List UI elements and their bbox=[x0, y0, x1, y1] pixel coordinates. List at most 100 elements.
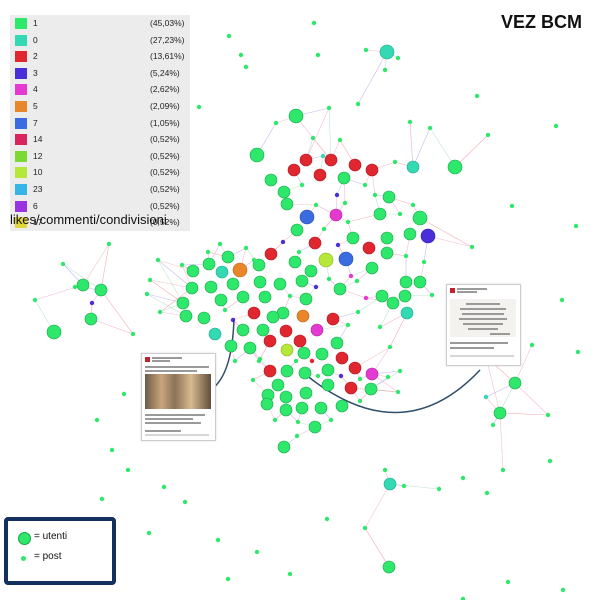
legend-percentage: (45,03%) bbox=[150, 18, 185, 28]
post-node bbox=[125, 467, 131, 473]
user-node bbox=[260, 397, 274, 411]
post-node bbox=[251, 257, 257, 263]
legend-percentage: (13,61%) bbox=[150, 51, 185, 62]
graph-edge bbox=[412, 127, 431, 168]
legend-label: 7 bbox=[33, 117, 38, 128]
legend-percentage: (0,52%) bbox=[150, 200, 180, 211]
key-users-label: = utenti bbox=[34, 531, 68, 542]
post-node bbox=[529, 342, 535, 348]
user-node bbox=[176, 296, 190, 310]
post-node bbox=[324, 516, 330, 522]
graph-edge bbox=[305, 107, 330, 161]
user-node bbox=[221, 250, 235, 264]
post-node bbox=[460, 475, 466, 481]
user-node bbox=[398, 289, 412, 303]
user-node bbox=[297, 346, 311, 360]
legend-swatch bbox=[15, 134, 27, 146]
post-text-line bbox=[450, 347, 494, 349]
post-node bbox=[293, 358, 299, 364]
graph-edge bbox=[157, 259, 193, 289]
graph-edge bbox=[82, 243, 110, 286]
post-node bbox=[326, 276, 332, 282]
user-node bbox=[318, 252, 334, 268]
post-node bbox=[232, 358, 238, 364]
legend-label: 12 bbox=[33, 150, 43, 161]
user-node bbox=[348, 361, 362, 375]
user-node bbox=[290, 223, 304, 237]
post-text-line bbox=[145, 434, 209, 436]
post-node bbox=[338, 373, 344, 379]
user-node bbox=[249, 147, 265, 163]
post-text-line bbox=[457, 288, 487, 290]
post-node bbox=[559, 297, 565, 303]
legend-percentage: (0,52%) bbox=[150, 134, 180, 145]
post-node bbox=[403, 253, 409, 259]
post-node bbox=[395, 55, 401, 61]
user-node bbox=[94, 283, 108, 297]
user-node bbox=[295, 274, 309, 288]
legend-item: 3 (5,24%) bbox=[10, 65, 190, 82]
graph-edge bbox=[328, 107, 332, 161]
user-node bbox=[329, 208, 343, 222]
graph-edge bbox=[146, 293, 187, 317]
legend-label: 10 bbox=[33, 167, 43, 178]
post-node-symbol bbox=[21, 556, 26, 561]
post-node bbox=[287, 293, 293, 299]
user-node bbox=[46, 324, 62, 340]
user-node bbox=[299, 386, 313, 400]
user-node bbox=[288, 108, 304, 124]
post-node bbox=[254, 549, 260, 555]
user-node bbox=[204, 280, 218, 294]
graph-edge bbox=[90, 318, 134, 335]
user-node bbox=[382, 190, 396, 204]
post-node bbox=[309, 358, 315, 364]
post-node bbox=[337, 137, 343, 143]
user-node bbox=[375, 289, 389, 303]
graph-edge bbox=[514, 382, 549, 416]
post-photo bbox=[145, 374, 211, 409]
user-node bbox=[493, 406, 507, 420]
post-node bbox=[362, 182, 368, 188]
post-node bbox=[357, 376, 363, 382]
legend: 1 (45,03%) 0 (27,23%) 2 (13,61%) 3 (5,24%) 4… bbox=[10, 15, 190, 231]
graph-edge bbox=[429, 127, 456, 168]
graph-edge bbox=[149, 279, 184, 304]
user-node bbox=[406, 160, 420, 174]
legend-percentage: (2,62%) bbox=[150, 84, 180, 95]
user-node bbox=[247, 306, 261, 320]
user-node bbox=[400, 306, 414, 320]
post-node bbox=[217, 241, 223, 247]
legend-percentage: (0,52%) bbox=[150, 217, 180, 228]
post-node bbox=[372, 192, 378, 198]
user-node bbox=[273, 277, 287, 291]
user-node bbox=[362, 241, 376, 255]
post-node bbox=[335, 242, 341, 248]
post-node bbox=[460, 596, 466, 600]
graph-edge bbox=[100, 243, 110, 291]
legend-swatch bbox=[15, 200, 27, 212]
user-node bbox=[279, 403, 293, 417]
legend-item: 5 (2,09%) bbox=[10, 98, 190, 115]
post-node bbox=[243, 64, 249, 70]
user-node bbox=[413, 275, 427, 289]
legend-label: 17 bbox=[33, 217, 43, 228]
user-node bbox=[315, 347, 329, 361]
graph-edge bbox=[454, 134, 489, 168]
post-node bbox=[272, 417, 278, 423]
user-node bbox=[383, 477, 397, 491]
legend-swatch bbox=[15, 117, 27, 129]
user-node bbox=[277, 440, 291, 454]
user-node bbox=[447, 159, 463, 175]
graph-edge bbox=[409, 121, 414, 168]
graph-edge bbox=[62, 263, 102, 291]
user-node bbox=[299, 292, 313, 306]
post-node bbox=[310, 135, 316, 141]
post-node bbox=[280, 239, 286, 245]
legend-percentage: (1,05%) bbox=[150, 117, 180, 128]
post-node bbox=[385, 374, 391, 380]
post-node bbox=[225, 576, 231, 582]
user-node bbox=[295, 401, 309, 415]
user-node bbox=[324, 153, 338, 167]
graph-edge bbox=[389, 312, 408, 348]
post-node bbox=[575, 349, 581, 355]
